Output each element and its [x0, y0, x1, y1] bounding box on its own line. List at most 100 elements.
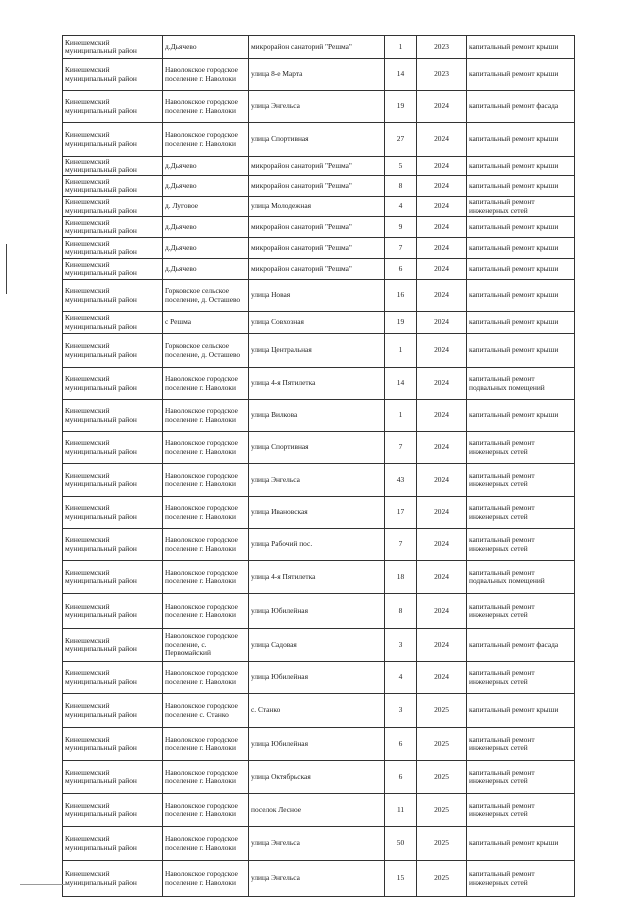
table-row: Кинешемский муниципальный район Горковско… — [62, 279, 575, 312]
cell-year: 2024 — [416, 367, 467, 400]
cell-settlement: Наволокское городское поселение г. Навол… — [162, 727, 249, 761]
cell-year: 2024 — [416, 399, 467, 432]
table-row: Кинешемский муниципальный район Наволокск… — [62, 496, 575, 529]
table-row: Кинешемский муниципальный район Наволокск… — [62, 431, 575, 464]
cell-street: улица Энгельса — [248, 860, 385, 897]
cell-settlement: Наволокское городское поселение с. Станк… — [162, 693, 249, 728]
cell-street: микрорайон санаторий "Решма" — [248, 258, 385, 280]
cell-work-type: капитальный ремонт крыши — [466, 333, 575, 368]
table-row: Кинешемский муниципальный район Наволокск… — [62, 528, 575, 561]
cell-year: 2024 — [416, 333, 467, 368]
cell-settlement: Наволокское городское поселение г. Навол… — [162, 860, 249, 897]
cell-settlement: д.Дьячево — [162, 258, 249, 280]
table-row: Кинешемский муниципальный район д.Дьячево… — [62, 175, 575, 197]
cell-settlement: Наволокское городское поселение г. Навол… — [162, 593, 249, 629]
cell-street: улица Центральная — [248, 333, 385, 368]
cell-settlement: Наволокское городское поселение г. Навол… — [162, 122, 249, 157]
cell-work-type: капитальный ремонт крыши — [466, 122, 575, 157]
table-row: Кинешемский муниципальный район Наволокск… — [62, 58, 575, 91]
cell-settlement: Наволокское городское поселение г. Навол… — [162, 826, 249, 861]
cell-year: 2024 — [416, 216, 467, 238]
cell-year: 2025 — [416, 826, 467, 861]
cell-house-number: 43 — [384, 463, 417, 497]
cell-district: Кинешемский муниципальный район — [62, 175, 163, 197]
table-row: Кинешемский муниципальный район д.Дьячево… — [62, 156, 575, 176]
cell-work-type: капитальный ремонт крыши — [466, 826, 575, 861]
table-row: Кинешемский муниципальный район Наволокск… — [62, 693, 575, 728]
cell-work-type: капитальный ремонт фасада — [466, 90, 575, 123]
cell-settlement: д. Луговое — [162, 196, 249, 217]
cell-house-number: 1 — [384, 35, 417, 59]
cell-district: Кинешемский муниципальный район — [62, 122, 163, 157]
cell-work-type: капитальный ремонт инженерных сетей — [466, 661, 575, 694]
cell-street: улица Юбилейная — [248, 593, 385, 629]
cell-district: Кинешемский муниципальный район — [62, 431, 163, 464]
cell-work-type: капитальный ремонт подвальных помещений — [466, 367, 575, 400]
cell-year: 2024 — [416, 279, 467, 312]
cell-year: 2024 — [416, 628, 467, 662]
cell-settlement: Наволокское городское поселение г. Навол… — [162, 463, 249, 497]
cell-district: Кинешемский муниципальный район — [62, 196, 163, 217]
cell-district: Кинешемский муниципальный район — [62, 496, 163, 529]
cell-work-type: капитальный ремонт крыши — [466, 175, 575, 197]
cell-year: 2025 — [416, 727, 467, 761]
cell-settlement: Наволокское городское поселение г. Навол… — [162, 528, 249, 561]
cell-house-number: 7 — [384, 431, 417, 464]
cell-district: Кинешемский муниципальный район — [62, 628, 163, 662]
table-row: Кинешемский муниципальный район Наволокск… — [62, 793, 575, 827]
cell-district: Кинешемский муниципальный район — [62, 463, 163, 497]
cell-settlement: д.Дьячево — [162, 156, 249, 176]
cell-district: Кинешемский муниципальный район — [62, 793, 163, 827]
cell-house-number: 3 — [384, 693, 417, 728]
cell-work-type: капитальный ремонт инженерных сетей — [466, 593, 575, 629]
cell-street: улица Юбилейная — [248, 727, 385, 761]
cell-district: Кинешемский муниципальный район — [62, 156, 163, 176]
cell-house-number: 5 — [384, 156, 417, 176]
cell-house-number: 1 — [384, 399, 417, 432]
table-row: Кинешемский муниципальный район с Решма ул… — [62, 311, 575, 334]
table-row: Кинешемский муниципальный район Наволокск… — [62, 727, 575, 761]
table-row: Кинешемский муниципальный район Наволокск… — [62, 760, 575, 794]
table-row: Кинешемский муниципальный район Наволокск… — [62, 463, 575, 497]
cell-settlement: д.Дьячево — [162, 237, 249, 259]
cell-work-type: капитальный ремонт подвальных помещений — [466, 560, 575, 594]
cell-work-type: капитальный ремонт крыши — [466, 311, 575, 334]
cell-work-type: капитальный ремонт крыши — [466, 399, 575, 432]
cell-district: Кинешемский муниципальный район — [62, 35, 163, 59]
cell-work-type: капитальный ремонт крыши — [466, 693, 575, 728]
cell-year: 2024 — [416, 122, 467, 157]
repair-schedule-table: Кинешемский муниципальный район д.Дьячево… — [62, 35, 575, 897]
cell-street: улица Вилкова — [248, 399, 385, 432]
cell-year: 2024 — [416, 311, 467, 334]
cell-year: 2024 — [416, 463, 467, 497]
cell-settlement: Наволокское городское поселение г. Навол… — [162, 760, 249, 794]
table-row: Кинешемский муниципальный район Наволокск… — [62, 628, 575, 662]
cell-settlement: Наволокское городское поселение г. Навол… — [162, 793, 249, 827]
cell-work-type: капитальный ремонт фасада — [466, 628, 575, 662]
cell-house-number: 14 — [384, 367, 417, 400]
scan-mark — [20, 884, 70, 885]
cell-house-number: 19 — [384, 311, 417, 334]
table-row: Кинешемский муниципальный район Наволокск… — [62, 90, 575, 123]
cell-year: 2024 — [416, 431, 467, 464]
table-row: Кинешемский муниципальный район д. Лугово… — [62, 196, 575, 217]
cell-work-type: капитальный ремонт инженерных сетей — [466, 860, 575, 897]
cell-year: 2024 — [416, 258, 467, 280]
cell-street: микрорайон санаторий "Решма" — [248, 35, 385, 59]
cell-district: Кинешемский муниципальный район — [62, 58, 163, 91]
cell-work-type: капитальный ремонт крыши — [466, 258, 575, 280]
cell-year: 2024 — [416, 560, 467, 594]
cell-work-type: капитальный ремонт крыши — [466, 156, 575, 176]
table-row: Кинешемский муниципальный район Наволокск… — [62, 860, 575, 897]
cell-district: Кинешемский муниципальный район — [62, 661, 163, 694]
cell-house-number: 19 — [384, 90, 417, 123]
cell-year: 2023 — [416, 58, 467, 91]
cell-settlement: Наволокское городское поселение г. Навол… — [162, 399, 249, 432]
cell-district: Кинешемский муниципальный район — [62, 860, 163, 897]
cell-year: 2024 — [416, 528, 467, 561]
cell-district: Кинешемский муниципальный район — [62, 90, 163, 123]
cell-house-number: 1 — [384, 333, 417, 368]
cell-settlement: Наволокское городское поселение г. Навол… — [162, 661, 249, 694]
cell-house-number: 4 — [384, 196, 417, 217]
cell-settlement: д.Дьячево — [162, 216, 249, 238]
